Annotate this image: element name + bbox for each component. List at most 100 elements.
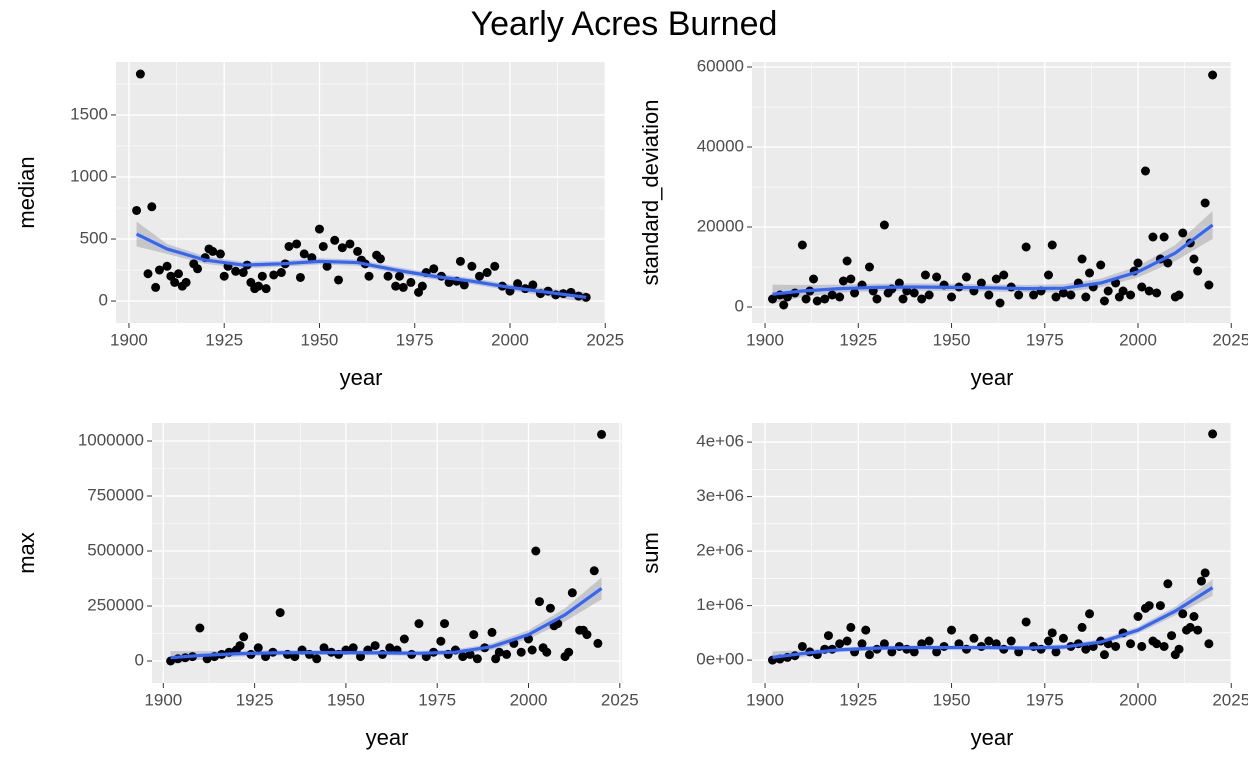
- point: [1208, 429, 1218, 439]
- point: [290, 652, 300, 662]
- point: [299, 249, 309, 259]
- point: [976, 278, 986, 288]
- y-axis-title: median: [14, 156, 39, 228]
- x-tick-label: 1925: [839, 690, 877, 709]
- point: [482, 268, 492, 278]
- point: [261, 284, 271, 294]
- point: [924, 290, 934, 300]
- point: [1051, 647, 1061, 657]
- y-tick-label: 0: [735, 296, 744, 315]
- y-tick-label: 2e+06: [696, 541, 744, 560]
- point: [348, 643, 358, 653]
- point: [1021, 617, 1031, 627]
- y-tick-label: 60000: [697, 56, 744, 75]
- point: [864, 262, 874, 272]
- point: [1137, 641, 1147, 651]
- point: [564, 647, 574, 657]
- plot-area: [752, 62, 1232, 323]
- point: [1099, 650, 1109, 660]
- point: [1081, 644, 1091, 654]
- point: [984, 290, 994, 300]
- point: [383, 271, 393, 281]
- y-axis-title: sum: [638, 532, 663, 574]
- y-tick-label: 3e+06: [696, 486, 744, 505]
- point: [417, 281, 427, 291]
- panel: 1900 1925 1950 1975 2000 2025 0 500 1000 1500 year…: [14, 62, 624, 390]
- y-tick-label: 0e+00: [696, 650, 744, 669]
- point: [398, 282, 408, 292]
- point: [474, 271, 484, 281]
- point: [597, 429, 607, 439]
- x-tick-label: 1975: [1026, 690, 1064, 709]
- point: [257, 271, 267, 281]
- y-tick-label: 250000: [87, 595, 144, 614]
- point: [414, 619, 424, 629]
- point: [542, 647, 552, 657]
- point: [239, 632, 249, 642]
- point: [1163, 258, 1173, 268]
- point: [947, 292, 957, 302]
- plot-area: [116, 62, 606, 323]
- point: [838, 276, 848, 286]
- x-tick-label: 1900: [746, 330, 784, 349]
- point: [444, 277, 454, 287]
- point: [307, 253, 317, 263]
- y-tick-label: 0: [135, 650, 144, 669]
- point: [353, 246, 363, 256]
- point: [1051, 292, 1061, 302]
- point: [1159, 232, 1169, 242]
- point: [406, 277, 416, 287]
- point: [991, 274, 1001, 284]
- x-axis-title: year: [340, 365, 383, 390]
- point: [782, 292, 792, 302]
- point: [1152, 639, 1162, 649]
- point: [827, 290, 837, 300]
- point: [1200, 568, 1210, 578]
- point: [502, 649, 512, 659]
- point: [1029, 290, 1039, 300]
- x-tick-label: 1925: [839, 330, 877, 349]
- point: [295, 272, 305, 282]
- point: [472, 654, 482, 664]
- plot-area: [152, 423, 622, 683]
- y-tick-label: 0: [99, 291, 108, 310]
- point: [1137, 282, 1147, 292]
- point: [215, 249, 225, 259]
- y-tick-label: 1500: [70, 104, 108, 123]
- smooth-line: [772, 223, 1214, 296]
- point: [370, 641, 380, 651]
- point: [1047, 240, 1057, 250]
- x-axis-title: year: [971, 365, 1014, 390]
- point: [391, 281, 401, 291]
- point: [842, 256, 852, 266]
- point: [436, 636, 446, 646]
- x-tick-label: 1925: [205, 330, 243, 349]
- point: [284, 241, 294, 251]
- point: [1021, 242, 1031, 252]
- point: [932, 272, 942, 282]
- point: [458, 652, 468, 662]
- point: [1174, 644, 1184, 654]
- x-axis-title: year: [971, 725, 1014, 750]
- point: [1189, 612, 1199, 622]
- x-tick-label: 1975: [396, 330, 434, 349]
- x-tick-label: 1900: [144, 690, 182, 709]
- y-tick-label: 500: [80, 229, 108, 248]
- point: [429, 264, 439, 274]
- point: [531, 546, 541, 556]
- point: [322, 261, 332, 271]
- point: [219, 271, 229, 281]
- point: [1155, 601, 1165, 611]
- point: [846, 622, 856, 632]
- point: [143, 269, 153, 279]
- plot-background: [752, 62, 1232, 323]
- point: [779, 300, 789, 310]
- point: [170, 277, 180, 287]
- point: [820, 294, 830, 304]
- point: [909, 288, 919, 298]
- x-tick-label: 2000: [1119, 330, 1157, 349]
- point: [898, 294, 908, 304]
- point: [1178, 609, 1188, 619]
- y-tick-label: 4e+06: [696, 432, 744, 451]
